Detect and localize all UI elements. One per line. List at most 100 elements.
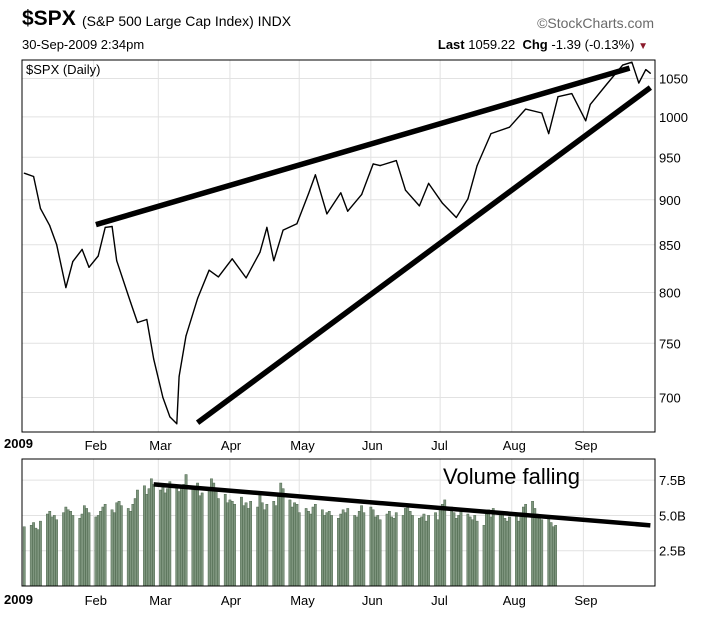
price-point (162, 396, 164, 399)
volume-bar (161, 487, 165, 587)
volume-bar (341, 509, 345, 587)
price-point (379, 165, 381, 167)
price-point (631, 61, 633, 63)
price-point (649, 72, 652, 74)
price-point (428, 182, 430, 184)
volume-bar (244, 502, 248, 587)
volume-bar (39, 520, 42, 587)
volume-bar (344, 512, 347, 587)
brand-logo[interactable]: ©StockCharts.com (537, 15, 654, 31)
price-point (39, 208, 42, 210)
price-month-label: Mar (149, 438, 172, 453)
volume-bar (406, 505, 410, 587)
volume-month-label: Sep (574, 593, 597, 608)
volume-bar (147, 488, 151, 587)
price-point (72, 261, 74, 263)
volume-bar (371, 509, 375, 587)
volume-bar (62, 512, 65, 587)
price-tick-label: 850 (659, 238, 681, 253)
volume-bar (96, 515, 100, 587)
price-tick-label: 900 (659, 193, 681, 208)
volume-panel-frame (21, 458, 656, 587)
volume-bar (64, 506, 68, 587)
volume-bar (260, 502, 264, 587)
lower-trend-line (195, 85, 653, 425)
last-price-readout: Last 1059.22 Chg -1.39 (-0.13%) ▼ (438, 37, 648, 52)
volume-month-label: Jun (362, 593, 383, 608)
volume-bar (69, 511, 72, 587)
volume-month-label: Jul (431, 593, 448, 608)
volume-bar (290, 506, 294, 587)
volume-bar (455, 518, 458, 587)
index-name: (S&P 500 Large Cap Index) (82, 13, 254, 29)
price-tick-label: 750 (659, 336, 681, 351)
price-point (404, 189, 407, 191)
volume-tick-label: 5.0B (659, 508, 686, 523)
last-value: 1059.22 (468, 37, 516, 52)
volume-bar (53, 515, 56, 587)
volume-bar (533, 508, 537, 587)
volume-bar (452, 512, 456, 587)
volume-bar (48, 511, 52, 587)
down-arrow-icon: ▼ (638, 41, 648, 52)
price-point (525, 108, 527, 110)
volume-bar (193, 489, 197, 587)
volume-bar (457, 515, 460, 587)
price-month-label: May (290, 438, 315, 453)
volume-bar (501, 512, 504, 587)
volume-bar (50, 516, 54, 587)
price-point (146, 318, 148, 321)
price-point (259, 251, 261, 253)
price-point (361, 194, 363, 196)
volume-bar (441, 504, 444, 587)
ticker-description: (S&P 500 Large Cap Index) INDX (82, 13, 291, 29)
volume-bar (168, 481, 172, 587)
price-point (97, 255, 99, 257)
ticker-symbol[interactable]: $SPX (22, 7, 76, 30)
price-point (130, 301, 132, 303)
volume-bar (216, 498, 220, 587)
price-point (197, 297, 199, 299)
price-year-label: 2009 (4, 436, 33, 451)
price-point (490, 133, 492, 135)
volume-bar (226, 502, 229, 587)
volume-bar (272, 501, 276, 587)
volume-bar (323, 515, 326, 587)
volume-bar (330, 515, 333, 587)
price-point (104, 226, 106, 228)
price-point (557, 96, 559, 98)
volume-bar (434, 512, 437, 587)
volume-bar (549, 522, 553, 587)
volume-bar (392, 518, 396, 587)
volume-bar (540, 519, 544, 587)
volume-bar (133, 498, 137, 587)
volume-bar (228, 499, 232, 587)
price-tick-label: 950 (659, 150, 681, 165)
price-point (178, 375, 180, 378)
volume-bar (143, 485, 146, 587)
volume-bar (450, 506, 453, 587)
volume-bar (22, 526, 26, 587)
price-point (589, 103, 591, 105)
volume-bar (295, 504, 299, 587)
volume-bar (360, 505, 363, 587)
price-point (548, 133, 550, 135)
volume-bar (424, 520, 428, 587)
volume-bar (210, 478, 213, 587)
volume-bar (385, 513, 389, 587)
volume-bar (418, 518, 421, 587)
price-point (467, 198, 469, 200)
volume-bar (378, 519, 382, 587)
volume-bar (265, 504, 269, 587)
price-month-label: Feb (85, 438, 107, 453)
volume-bar (182, 484, 186, 587)
volume-bar (240, 496, 243, 587)
price-point (296, 223, 298, 225)
volume-bar (212, 482, 216, 587)
price-point (88, 266, 90, 268)
price-point (605, 83, 608, 86)
volume-bar (87, 512, 91, 587)
volume-bar (29, 525, 33, 587)
volume-bar (517, 520, 520, 587)
